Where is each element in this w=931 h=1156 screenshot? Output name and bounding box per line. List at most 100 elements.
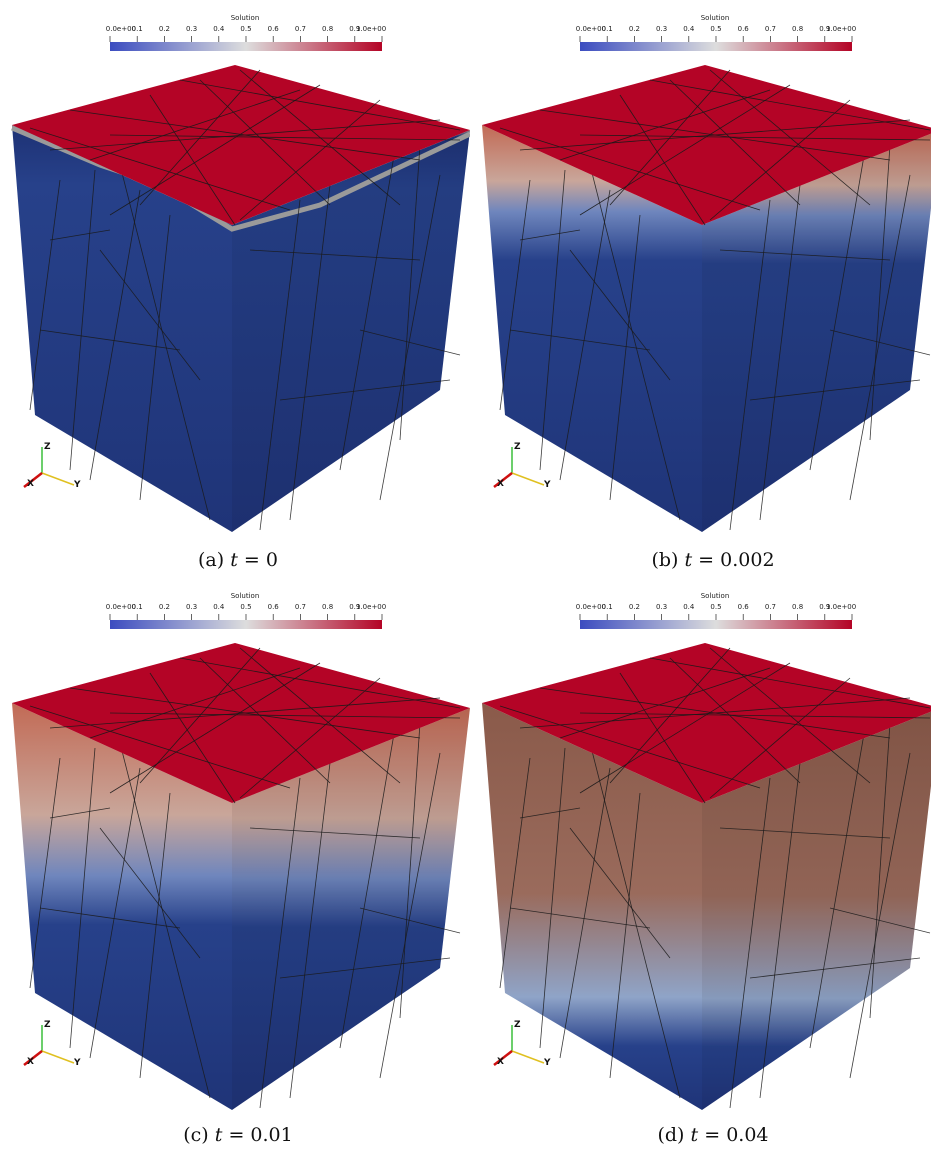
caption-a: (a) t = 0	[88, 549, 388, 571]
fracture-line	[109, 84, 321, 216]
caption-d-equals: =	[704, 1124, 721, 1146]
cube-right-shade	[232, 130, 470, 532]
cube-right-face	[232, 708, 470, 1110]
fracture-line	[149, 672, 236, 804]
colorbar-tick-label: 0.8	[792, 603, 803, 611]
colorbar-tick-label: 0.2	[159, 603, 170, 611]
fracture-line	[519, 229, 581, 241]
fracture-line	[149, 94, 236, 226]
fracture-line	[709, 647, 871, 784]
fracture-line	[499, 127, 761, 211]
fracture-network	[499, 722, 931, 1109]
axis-label-z: Z	[44, 442, 51, 452]
cube-left-face	[482, 703, 702, 1110]
fracture-network	[29, 144, 461, 531]
colorbar-tick-label: 0.0e+00	[576, 25, 606, 33]
colorbar-tick-label: 0.1	[602, 25, 613, 33]
fracture-line	[619, 94, 706, 226]
colorbar-title: Solution	[701, 592, 730, 600]
fracture-line	[539, 169, 566, 471]
fracture-line	[569, 249, 671, 381]
x-axis-icon	[23, 472, 43, 488]
fracture-line	[589, 164, 681, 521]
fracture-line	[519, 807, 581, 819]
colorbar-tick-label: 0.9	[349, 25, 360, 33]
cube-right-shade	[702, 711, 931, 1110]
fracture-line	[249, 827, 421, 839]
fracture-line	[669, 79, 801, 206]
colorbar-tick-label: 0.2	[629, 603, 640, 611]
cube-top-face	[12, 65, 470, 225]
panel-a: Solution 0.0e+00 0.1 0.2 0.3 0.4 0.5 0.6 0.7 0.8 0…	[0, 0, 470, 578]
fracture-line	[239, 677, 381, 799]
colorbar-tick-label: 0.9	[819, 25, 830, 33]
panel-a-figure: Solution 0.0e+000.1 0.2 0.3 0.4 0.5 0.6 0.7 0.8 0…	[11, 14, 470, 532]
top-fracture-lines	[29, 647, 461, 804]
cube-top-face	[12, 643, 470, 803]
panel-d-figure: Solution 0.0e+000.1 0.2 0.3 0.4 0.5 0.6 0.7 0.8 0…	[482, 592, 931, 1110]
fracture-line	[259, 199, 301, 531]
panel-b: Solution 0.0e+00 0.1 0.2 0.3 0.4 0.5 0.6 0.7 0.8 0…	[470, 0, 931, 578]
fracture-line	[729, 777, 771, 1109]
fracture-line	[849, 752, 911, 1079]
fracture-line	[749, 957, 921, 979]
fracture-line	[709, 99, 851, 221]
fracture-line	[509, 907, 651, 929]
fracture-line	[49, 697, 441, 729]
colorbar-tick-label: 0.0e+00	[106, 603, 136, 611]
fracture-line	[119, 742, 211, 1099]
panel-d: Solution 0.0e+00 0.1 0.2 0.3 0.4 0.5 0.6 0.7 0.8 0…	[470, 578, 931, 1156]
fracture-line	[609, 792, 641, 1079]
colorbar-tick-label: 0.1	[132, 603, 143, 611]
top-fracture-lines	[499, 69, 931, 226]
fracture-line	[759, 184, 801, 521]
colorbar-tick-label: 0.9	[819, 603, 830, 611]
cube-top-face	[482, 65, 931, 225]
colorbar-tick-label: 0.7	[765, 25, 776, 33]
colorbar-gradient	[110, 620, 382, 629]
cube-right-face	[232, 130, 470, 532]
colorbar-title: Solution	[231, 592, 260, 600]
caption-b-label: (b)	[651, 549, 679, 571]
caption-c-label: (c)	[183, 1124, 209, 1146]
caption-b-value: 0.002	[720, 549, 775, 571]
fracture-line	[649, 657, 931, 709]
colorbar-tick-label: 0.6	[738, 603, 750, 611]
fracture-line	[139, 792, 171, 1079]
colorbar-tick-label: 0.1	[132, 25, 143, 33]
x-axis-icon	[493, 1050, 513, 1066]
colorbar-tick-label: 0.4	[683, 603, 695, 611]
fracture-line	[29, 757, 61, 989]
fracture-line	[99, 827, 201, 959]
fracture-line	[609, 647, 731, 784]
caption-a-value: 0	[265, 549, 278, 571]
fracture-line	[579, 662, 791, 794]
fracture-line	[359, 907, 461, 934]
fracture-network	[29, 722, 461, 1109]
axis-label-y: Y	[543, 1058, 551, 1068]
caption-b-equals: =	[698, 549, 715, 571]
caption-b: (b) t = 0.002	[563, 549, 863, 571]
fracture-line	[499, 757, 531, 989]
colorbar-tick-label: 0.5	[240, 25, 251, 33]
fracture-line	[89, 89, 301, 161]
colorbar-tick-label: 0.3	[186, 603, 197, 611]
fracture-line	[709, 677, 851, 799]
fracture-line	[619, 672, 706, 804]
axes-triad: Z Y X	[23, 442, 81, 490]
cube-left-face	[12, 125, 232, 532]
y-axis-icon	[511, 1050, 545, 1064]
axis-label-y: Y	[543, 480, 551, 490]
colorbar-tick-label: 0.9	[349, 603, 360, 611]
x-axis-icon	[23, 1050, 43, 1066]
colorbar-tick-label: 0.6	[738, 25, 750, 33]
fracture-line	[239, 69, 401, 206]
fracture-line	[109, 712, 461, 719]
fracture-line	[379, 752, 441, 1079]
colorbar-tick-label: 1.0e+00	[826, 25, 856, 33]
fracture-line	[559, 89, 771, 161]
fracture-line	[259, 777, 301, 1109]
axis-label-z: Z	[44, 1020, 51, 1030]
cube-domain	[482, 65, 931, 532]
caption-a-label: (a)	[198, 549, 225, 571]
